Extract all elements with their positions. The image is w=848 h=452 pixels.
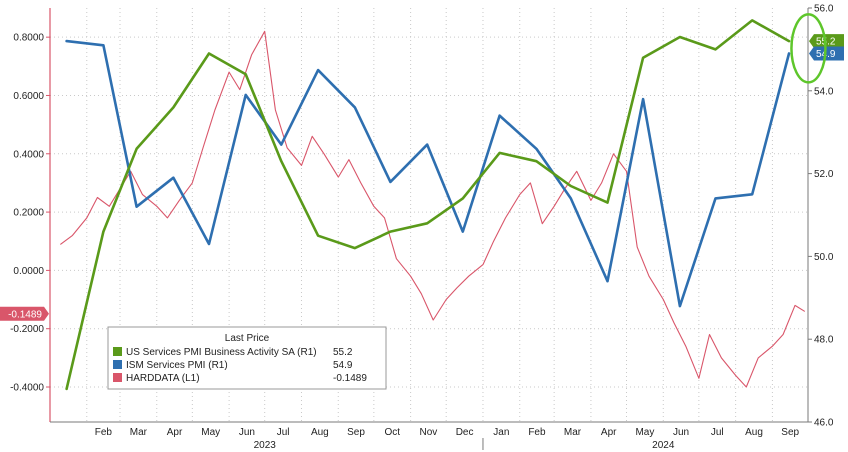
x-tick-label: Apr <box>167 427 183 438</box>
left-tick-label: -0.4000 <box>10 383 44 394</box>
left-tick-label: 0.2000 <box>13 208 44 219</box>
x-tick-label: Mar <box>564 427 582 438</box>
x-year-label: 2023 <box>254 440 277 451</box>
x-tick-label: Dec <box>456 427 474 438</box>
x-tick-label: Jul <box>711 427 724 438</box>
right-value-tag-shape <box>809 34 844 49</box>
right-tick-label: 50.0 <box>814 252 834 263</box>
left-tick-label: 0.0000 <box>13 266 44 277</box>
series-layer <box>60 19 805 391</box>
x-tick-label: Aug <box>311 427 329 438</box>
axes: 0.8000 0.6000 0.4000 0.2000 0.0000 -0.2000 -0.… <box>10 4 834 452</box>
legend-box <box>107 326 387 390</box>
right-tick-label: 54.0 <box>814 86 834 97</box>
x-tick-label: Sep <box>347 427 365 438</box>
right-tick-label: 52.0 <box>814 169 834 180</box>
legend-swatch <box>113 360 122 369</box>
x-tick-label: Feb <box>95 427 113 438</box>
x-tick-label: Jan <box>493 427 509 438</box>
x-tick-label: May <box>201 427 220 438</box>
left-value-tag-label: -0.1489 <box>8 309 42 320</box>
x-tick-label: Jul <box>277 427 290 438</box>
x-tick-label: Jun <box>673 427 689 438</box>
legend-entry-name: HARDDATA (L1) <box>126 373 200 384</box>
x-tick-label: Aug <box>745 427 763 438</box>
x-tick-label: Feb <box>528 427 546 438</box>
series-line-us-services-pmi-business-activity-sa <box>65 19 791 391</box>
highlight-ellipse <box>790 13 827 84</box>
legend-entry-name: ISM Services PMI (R1) <box>126 360 228 371</box>
legend-swatch <box>113 347 122 356</box>
left-tick-label: 0.4000 <box>13 149 44 160</box>
x-tick-label: Sep <box>781 427 799 438</box>
legend-swatch <box>113 373 122 382</box>
left-value-tag-shape <box>0 306 49 321</box>
left-tick-label: 0.8000 <box>13 33 44 44</box>
right-tick-label: 56.0 <box>814 4 834 15</box>
legend-entry-value: -0.1489 <box>333 373 367 384</box>
x-tick-label: Jun <box>239 427 255 438</box>
x-tick-label: May <box>635 427 654 438</box>
left-tick-label: 0.6000 <box>13 91 44 102</box>
right-tick-label: 46.0 <box>814 418 834 429</box>
left-value-tag: -0.1489 <box>0 306 49 321</box>
x-year-label: 2024 <box>652 440 675 451</box>
legend-entry-name: US Services PMI Business Activity SA (R1… <box>126 347 317 358</box>
legend: Last Price US Services PMI Business Activ… <box>107 326 387 390</box>
x-tick-label: Apr <box>601 427 617 438</box>
x-tick-label: Mar <box>130 427 148 438</box>
legend-title: Last Price <box>225 333 270 344</box>
x-tick-label: Nov <box>420 427 438 438</box>
left-tick-label: -0.2000 <box>10 324 44 335</box>
x-tick-label: Oct <box>384 427 400 438</box>
legend-entry-value: 54.9 <box>333 360 353 371</box>
legend-entry-value: 55.2 <box>333 347 353 358</box>
series-line-ism-services-pmi <box>65 39 791 308</box>
right-tick-label: 48.0 <box>814 335 834 346</box>
